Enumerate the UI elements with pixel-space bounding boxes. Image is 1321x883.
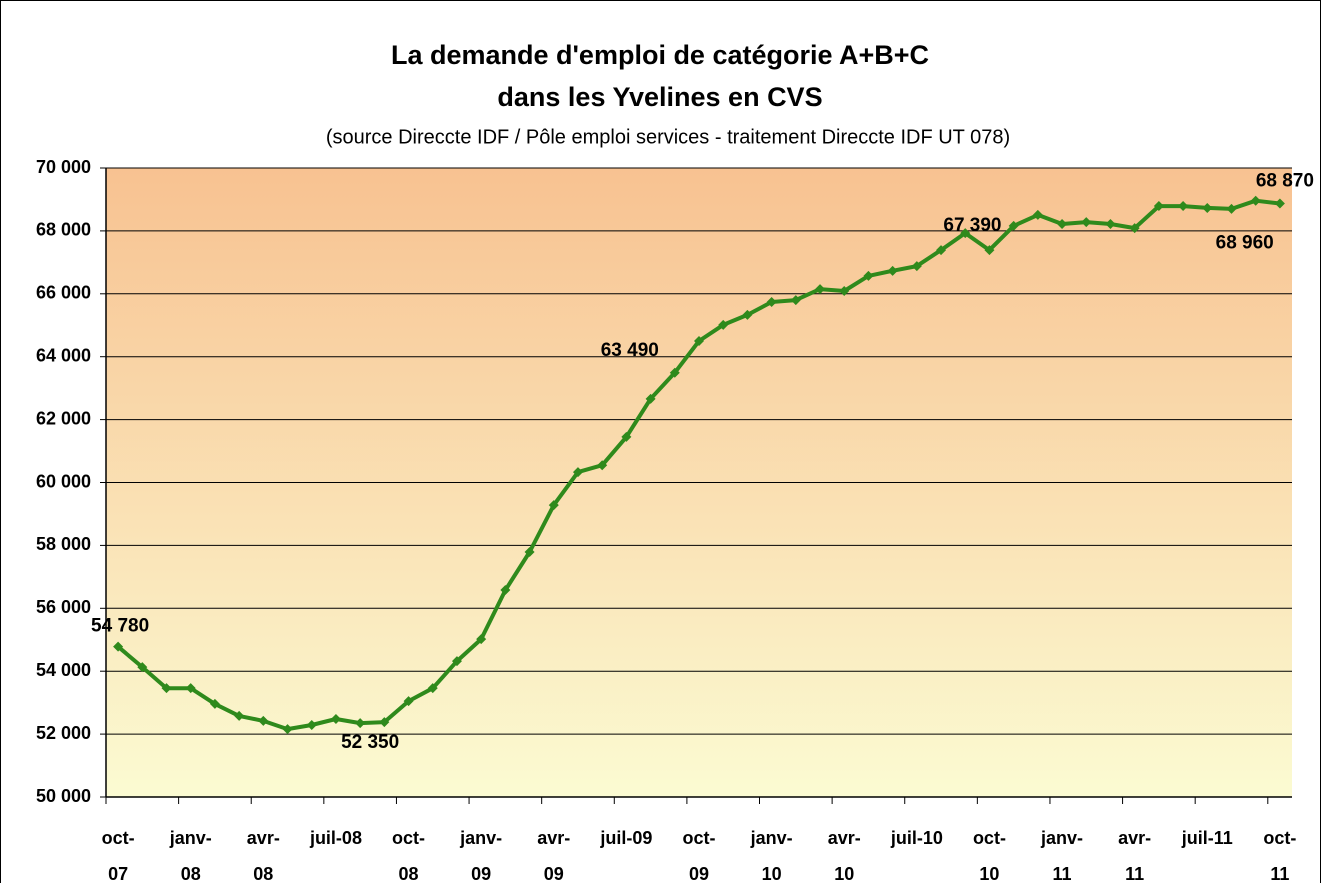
x-tick-label: janv-10: [750, 828, 793, 883]
chart-subtitle: (source Direccte IDF / Pôle emploi servi…: [326, 126, 1010, 148]
data-point: [742, 309, 753, 320]
x-tick-label: oct-08: [392, 828, 426, 883]
data-point: [645, 393, 656, 404]
data-point: [572, 467, 583, 478]
data-label: 68 960: [1216, 233, 1274, 254]
data-point: [1081, 217, 1092, 228]
y-tick-label: 66 000: [36, 283, 91, 303]
data-label: 52 350: [341, 732, 399, 753]
y-tick-label: 56 000: [36, 597, 91, 617]
data-point: [887, 265, 898, 276]
data-point: [1202, 202, 1213, 213]
data-point: [790, 295, 801, 306]
data-point: [500, 585, 511, 596]
y-tick-label: 70 000: [36, 157, 91, 177]
data-point: [1032, 209, 1043, 220]
x-tick-label: juil-10: [890, 828, 943, 848]
data-point: [234, 710, 245, 721]
y-tick-label: 58 000: [36, 534, 91, 554]
data-point: [427, 683, 438, 694]
x-tick-label: avr-11: [1118, 828, 1152, 883]
x-tick-label: avr-08: [246, 828, 280, 883]
y-tick-label: 52 000: [36, 723, 91, 743]
data-point: [161, 683, 172, 694]
data-point: [524, 547, 535, 558]
x-tick-label: oct-07: [101, 828, 135, 883]
data-point: [209, 698, 220, 709]
x-tick-label: oct-09: [682, 828, 716, 883]
x-tick-label: janv-11: [1041, 828, 1084, 883]
data-point: [379, 717, 390, 728]
x-tick-label: oct-11: [1263, 828, 1297, 883]
data-point: [1178, 201, 1189, 212]
data-point: [766, 296, 777, 307]
chart-title: La demande d'emploi de catégorie A+B+C: [391, 40, 929, 70]
data-point: [258, 715, 269, 726]
data-point: [282, 724, 293, 735]
x-tick-label: avr-09: [537, 828, 571, 883]
y-tick-label: 68 000: [36, 220, 91, 240]
data-point: [1226, 203, 1237, 214]
data-point: [621, 431, 632, 442]
data-point: [355, 718, 366, 729]
y-tick-label: 62 000: [36, 408, 91, 428]
data-point: [1105, 218, 1116, 229]
chart-title: dans les Yvelines en CVS: [497, 82, 822, 112]
data-point: [815, 284, 826, 295]
data-point: [548, 500, 559, 511]
data-point: [137, 662, 148, 673]
data-point: [403, 696, 414, 707]
y-tick-label: 54 000: [36, 660, 91, 680]
data-point: [863, 270, 874, 281]
y-tick-label: 64 000: [36, 345, 91, 365]
x-tick-label: avr-10: [827, 828, 861, 883]
data-point: [1153, 201, 1164, 212]
data-point: [984, 245, 995, 256]
data-point: [911, 261, 922, 272]
x-tick-label: janv-08: [169, 828, 212, 883]
data-point: [694, 335, 704, 346]
data-label: 54 780: [91, 616, 149, 637]
data-point: [960, 228, 971, 239]
x-tick-label: juil-08: [309, 828, 362, 848]
data-label: 68 870: [1256, 171, 1314, 192]
x-tick-label: juil-11: [1181, 828, 1233, 848]
data-point: [476, 634, 487, 645]
data-point: [451, 656, 462, 667]
data-point: [669, 367, 680, 378]
data-point: [1129, 223, 1140, 234]
y-tick-label: 60 000: [36, 471, 91, 491]
data-point: [1250, 195, 1261, 206]
data-point: [597, 460, 608, 471]
data-point: [185, 683, 196, 694]
data-point: [718, 319, 729, 330]
data-point: [306, 719, 317, 730]
x-tick-label: janv-09: [460, 828, 503, 883]
data-label: 63 490: [601, 340, 659, 361]
data-point: [1008, 220, 1019, 231]
data-point: [839, 285, 850, 296]
data-point: [330, 714, 341, 725]
x-tick-label: juil-09: [600, 828, 653, 848]
y-tick-label: 50 000: [36, 786, 91, 806]
x-tick-label: oct-10: [972, 828, 1006, 883]
data-point: [936, 245, 947, 256]
data-point: [113, 641, 124, 652]
data-point: [1057, 218, 1068, 229]
data-point: [1274, 198, 1285, 209]
data-label: 67 390: [943, 215, 1001, 236]
